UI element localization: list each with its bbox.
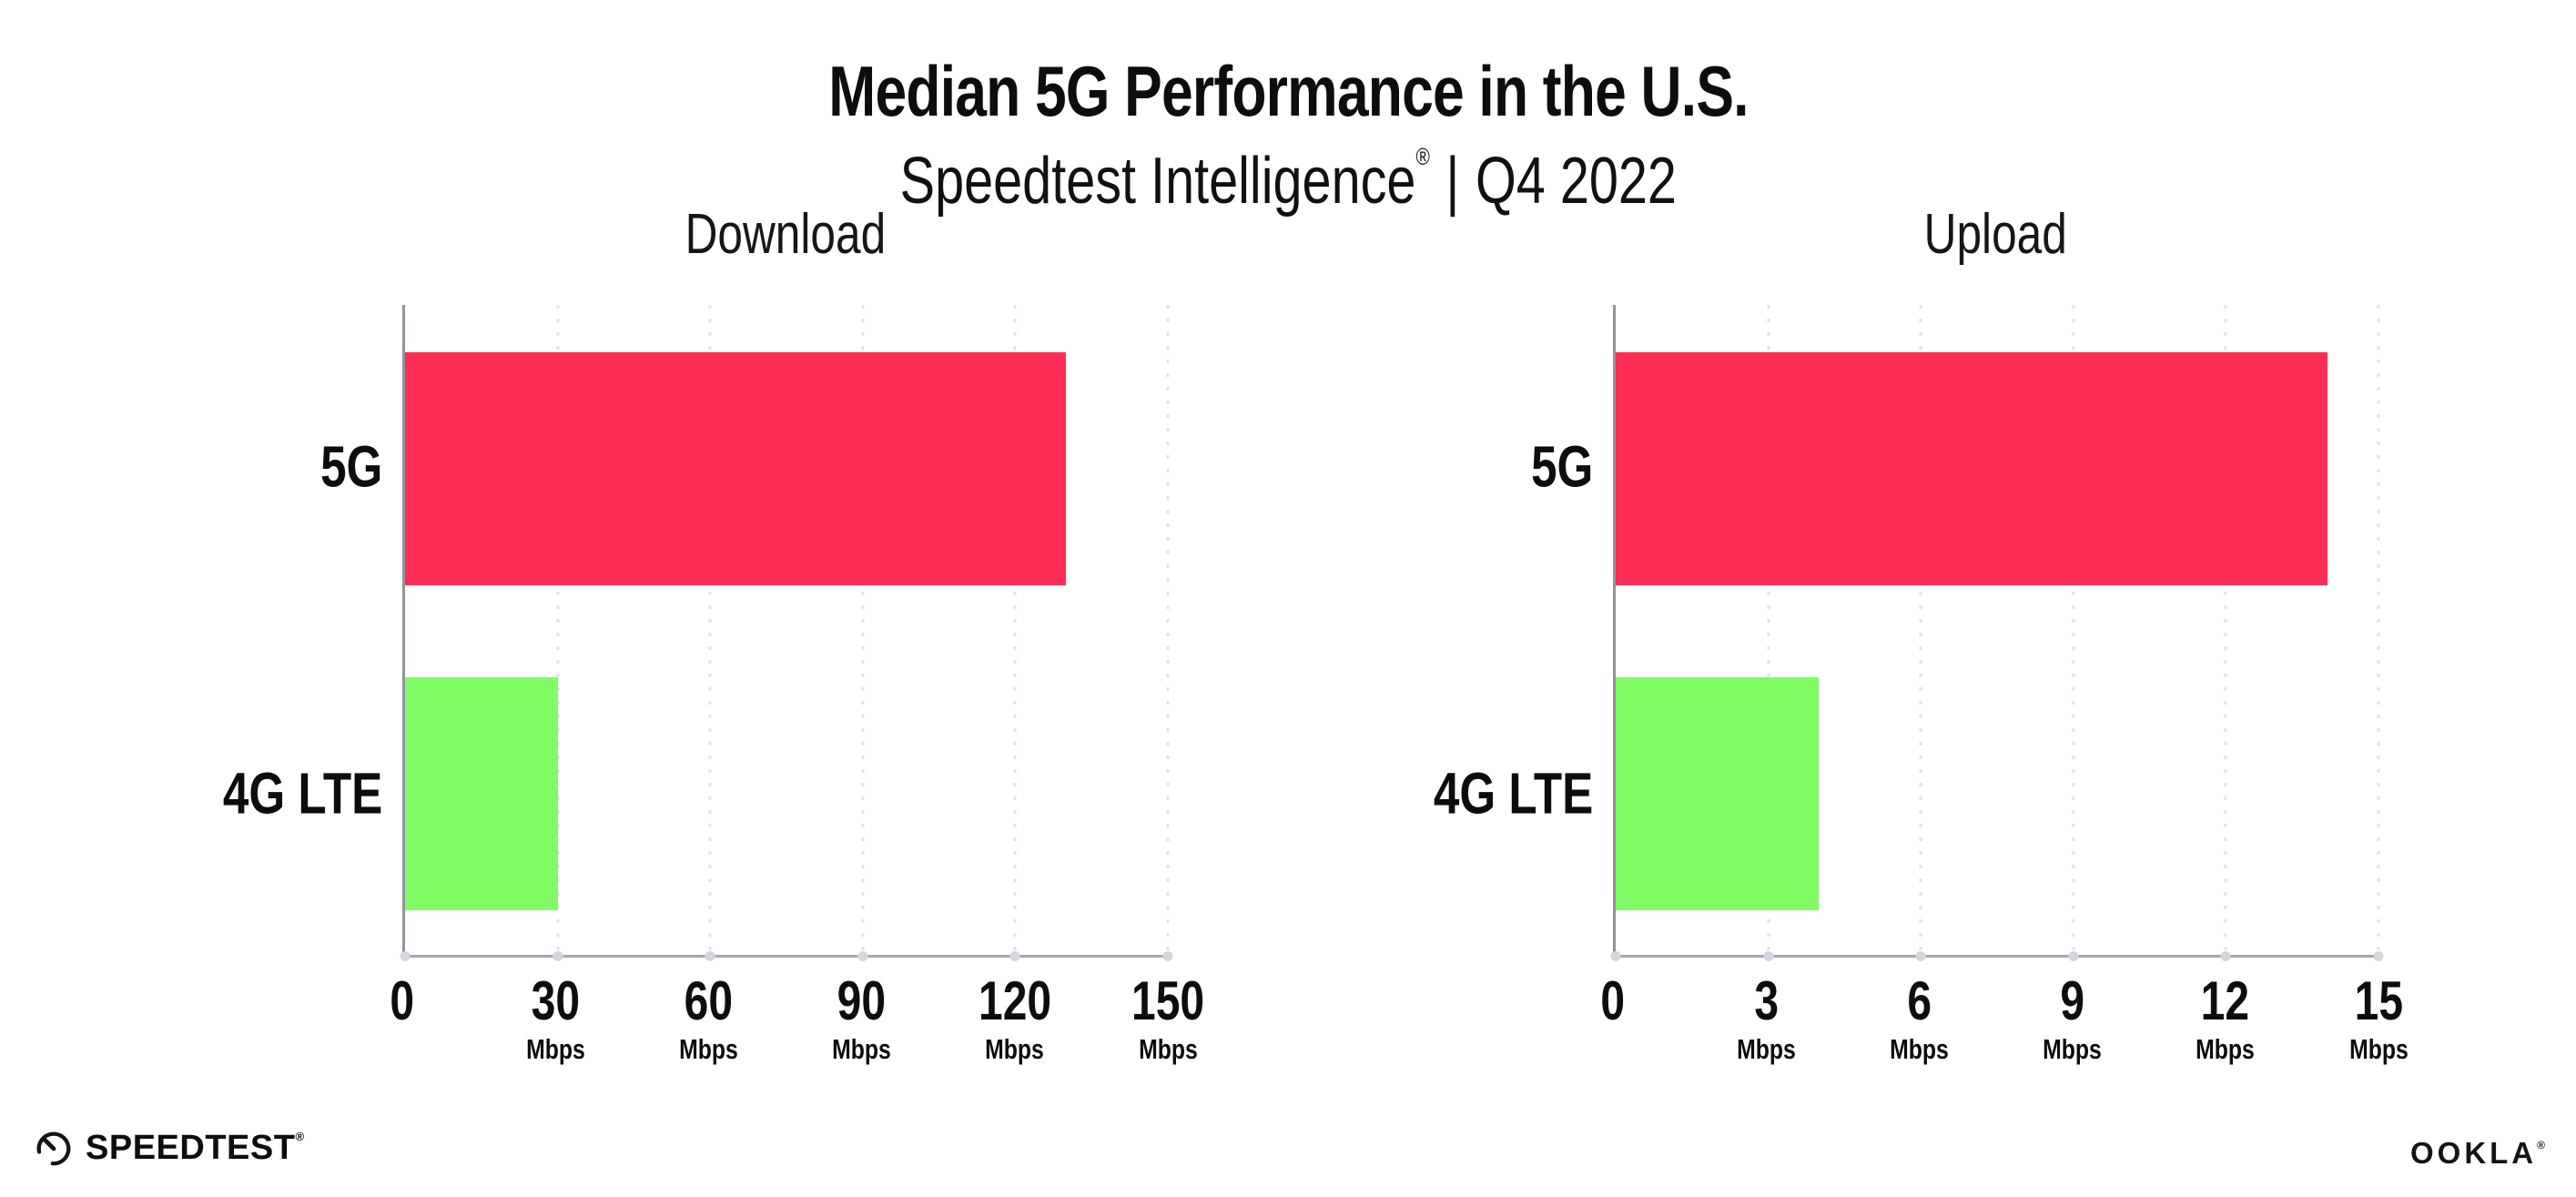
subtitle-separator: | [1445, 144, 1460, 218]
axis-tick-dot [1610, 951, 1621, 961]
speedtest-gauge-icon [36, 1131, 71, 1166]
axis-tick-dot [553, 951, 563, 961]
category-label-5g: 5G [1283, 433, 1593, 501]
category-label-4g-lte: 4G LTE [73, 759, 382, 827]
speedtest-logo-text: SPEEDTEST® [86, 1128, 305, 1167]
axis-tick-dot [2068, 951, 2079, 961]
x-tick-unit: Mbps [1138, 1033, 1198, 1065]
bar-4g-lte [1616, 677, 1820, 910]
gridline [1919, 305, 1922, 955]
upload-chart-title-text: Upload [1923, 203, 2068, 266]
x-tick-unit: Mbps [832, 1033, 891, 1065]
download-chart: Download 5G 4G LTE 0 30 Mbps 60 Mbps 90 Mbps 12… [223, 203, 1204, 1065]
download-chart-title-text: Download [685, 203, 886, 266]
axis-tick-dot [2373, 951, 2384, 961]
bar-5g [405, 352, 1067, 585]
x-tick-unit: Mbps [2348, 1033, 2409, 1065]
x-tick-unit: Mbps [1890, 1033, 1949, 1065]
x-tick-unit: Mbps [2043, 1033, 2102, 1065]
x-tick-unit: Mbps [2196, 1033, 2256, 1065]
category-label-4g-lte: 4G LTE [1283, 759, 1593, 827]
category-label-4g-lte-text: 4G LTE [222, 760, 382, 827]
upload-chart: Upload 5G 4G LTE 0 3 Mbps 6 Mbps 9 Mbps 12 Mbps 1… [1434, 203, 2409, 1065]
page-subtitle-text: Speedtest Intelligence® | Q4 2022 [899, 142, 1677, 219]
x-tick-value: 60 [684, 970, 734, 1031]
gridline [556, 305, 560, 955]
axis-tick-dot [857, 951, 868, 961]
x-tick-value: 90 [837, 970, 887, 1031]
x-tick-value: 9 [2060, 970, 2084, 1031]
axis-tick-dot [1763, 951, 1774, 961]
ookla-logo-text: OOKLA [2409, 1136, 2538, 1170]
x-tick-value: 150 [1131, 970, 1205, 1031]
axis-tick-dot [1009, 951, 1020, 961]
x-tick-unit: Mbps [985, 1033, 1045, 1065]
x-tick-120: 120 Mbps [942, 972, 1088, 1067]
category-label-5g-text: 5G [1530, 433, 1593, 500]
category-label-5g-text: 5G [319, 433, 382, 500]
x-tick-value: 0 [1600, 970, 1626, 1031]
axis-tick-dot [1915, 951, 1926, 961]
axis-tick-dot [705, 951, 715, 961]
axis-tick-dot [1162, 951, 1173, 961]
x-tick-15: 15 Mbps [2306, 972, 2451, 1067]
x-tick-value: 15 [2354, 970, 2403, 1031]
registered-trademark-icon: ® [1415, 142, 1430, 170]
x-tick-30: 30 Mbps [482, 972, 628, 1067]
gridline [1166, 305, 1170, 955]
gridline [1013, 305, 1017, 955]
speedtest-logo: SPEEDTEST® [33, 1127, 305, 1169]
x-tick-12: 12 Mbps [2153, 972, 2298, 1067]
subtitle-brand: Speedtest Intelligence [899, 144, 1416, 218]
x-tick-value: 3 [1753, 970, 1779, 1031]
x-tick-0: 0 [330, 972, 475, 1067]
gridline [1767, 305, 1770, 955]
category-label-5g: 5G [73, 433, 382, 501]
axis-tick-dot [400, 951, 411, 961]
axis-tick-dot [2220, 951, 2231, 961]
category-label-4g-lte-text: 4G LTE [1433, 760, 1593, 827]
x-tick-150: 150 Mbps [1095, 972, 1241, 1067]
x-tick-unit: Mbps [525, 1033, 585, 1065]
gridline [2224, 305, 2227, 955]
x-tick-60: 60 Mbps [635, 972, 781, 1067]
ookla-trademark-icon: ® [2537, 1139, 2545, 1151]
gridline [2377, 305, 2380, 955]
speedtest-trademark-icon: ® [295, 1129, 305, 1143]
x-tick-0: 0 [1540, 972, 1686, 1067]
page-title-text: Median 5G Performance in the U.S. [827, 51, 1749, 132]
x-tick-unit: Mbps [1736, 1033, 1796, 1065]
page-title: Median 5G Performance in the U.S. [0, 51, 2576, 132]
subtitle-period: Q4 2022 [1475, 144, 1677, 218]
x-tick-value: 12 [2201, 970, 2250, 1031]
x-tick-unit [330, 1034, 475, 1067]
x-tick-unit [1540, 1034, 1686, 1067]
x-tick-value: 0 [390, 970, 415, 1031]
x-axis-tick-labels: 0 3 Mbps 6 Mbps 9 Mbps 12 Mbps 15 Mbps [1601, 972, 2409, 1109]
x-tick-value: 30 [531, 970, 580, 1031]
x-axis-tick-labels: 0 30 Mbps 60 Mbps 90 Mbps 120 Mbps 150 Mbps [390, 972, 1204, 1109]
upload-chart-title: Upload [1613, 202, 2378, 267]
x-tick-value: 120 [978, 970, 1051, 1031]
bar-4g-lte [405, 677, 558, 910]
x-tick-value: 6 [1907, 970, 1932, 1031]
download-plot-area [400, 305, 1173, 961]
x-tick-3: 3 Mbps [1693, 972, 1839, 1067]
gridline [2072, 305, 2075, 955]
page-subtitle: Speedtest Intelligence® | Q4 2022 [0, 142, 2576, 219]
x-tick-unit: Mbps [679, 1033, 738, 1065]
gridline [708, 305, 712, 955]
ookla-logo: OOKLA® [2410, 1136, 2545, 1171]
gridline [861, 305, 865, 955]
x-tick-9: 9 Mbps [2000, 972, 2145, 1067]
bar-5g [1616, 352, 2328, 585]
x-tick-90: 90 Mbps [789, 972, 935, 1067]
x-tick-6: 6 Mbps [1846, 972, 1992, 1067]
upload-plot-area [1610, 305, 2384, 961]
download-chart-title: Download [402, 202, 1168, 267]
